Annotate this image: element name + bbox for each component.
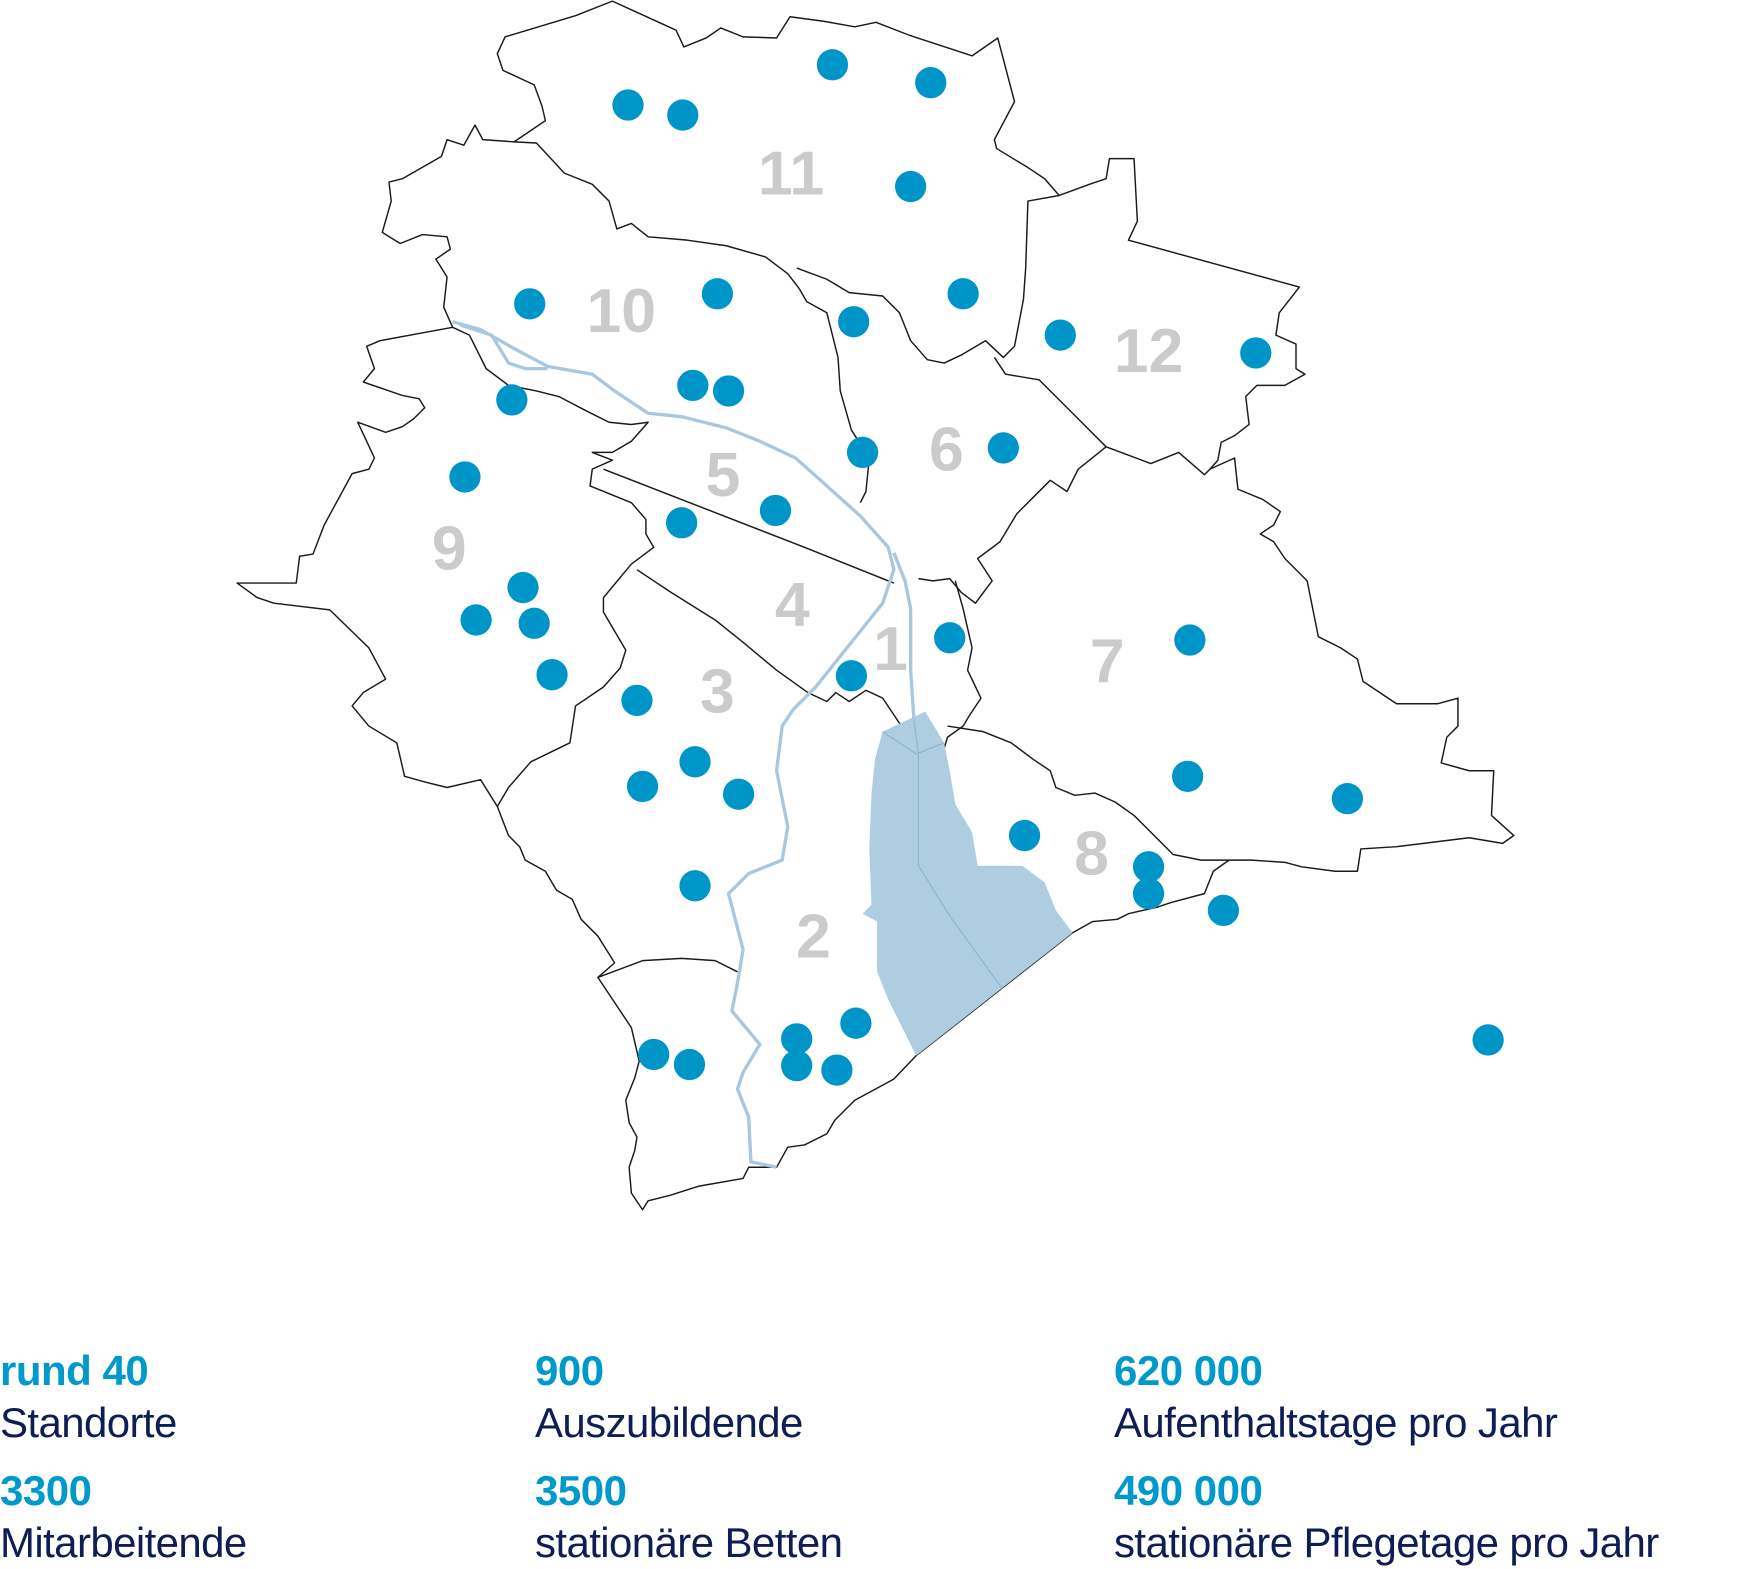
location-dot-icon (1132, 851, 1165, 883)
location-dot-icon (835, 660, 868, 692)
district-boundary (603, 468, 895, 584)
location-dot-icon (1240, 337, 1272, 369)
district-label-1: 1 (873, 614, 908, 684)
location-dot-icon (781, 1023, 813, 1055)
location-dot-icon (1174, 624, 1206, 656)
district-label-6: 6 (929, 414, 964, 484)
district-label-7: 7 (1090, 626, 1125, 696)
stat-value: 620 000 (1114, 1347, 1263, 1394)
location-dot-icon (679, 870, 711, 902)
stat-locations: rund 40 Standorte (0, 1350, 177, 1444)
stat-label: Mitarbeitende (0, 1519, 247, 1566)
stat-trainees: 900 Auszubildende (535, 1350, 803, 1444)
location-dot-icon (987, 432, 1019, 464)
district-label-2: 2 (796, 901, 831, 971)
location-dot-icon (781, 1050, 813, 1082)
stat-label: stationäre Pflegetage pro Jahr (1114, 1519, 1659, 1566)
location-dot-icon (638, 1038, 670, 1071)
stat-employees: 3300 Mitarbeitende (0, 1470, 247, 1564)
district-boundary (597, 957, 738, 979)
location-dot-icon (677, 369, 709, 402)
stat-label: Auszubildende (535, 1399, 803, 1446)
location-dot-icon (840, 1007, 872, 1039)
location-dot-icon (1172, 760, 1204, 792)
location-dot-icon (679, 746, 711, 778)
location-dot-icon (838, 306, 870, 338)
lake-district-boundary (913, 720, 1003, 989)
location-dot-icon (846, 436, 879, 469)
location-dot-icon (536, 659, 568, 691)
lake-shore-line (882, 731, 945, 755)
location-dot-icon (821, 1054, 853, 1086)
stat-label: stationäre Betten (535, 1519, 843, 1566)
location-dot-icon (496, 384, 528, 416)
location-dot-icon (460, 604, 492, 636)
district-boundary (798, 287, 871, 503)
location-dot-icon (449, 461, 481, 493)
location-dot-icon (915, 67, 947, 99)
location-dot-icon (947, 278, 979, 310)
location-dot-icon (666, 507, 698, 539)
district-label-4: 4 (775, 570, 810, 640)
river (459, 323, 548, 371)
location-dot-icon (667, 99, 699, 131)
district-label-10: 10 (587, 276, 657, 346)
district-boundary (918, 446, 1107, 604)
district-boundary (807, 689, 906, 733)
district-label-3: 3 (700, 657, 735, 727)
location-dot-icon (673, 1048, 706, 1081)
location-dot-icon (514, 288, 546, 320)
stat-care-days: 490 000 stationäre Pflegetage pro Jahr (1114, 1470, 1659, 1564)
location-dot-icon (1044, 319, 1076, 351)
stat-stay-days: 620 000 Aufenthaltstage pro Jahr (1114, 1347, 1558, 1446)
stat-value: rund 40 (0, 1347, 149, 1394)
location-dot-icon (894, 170, 927, 203)
location-dot-icon (1207, 894, 1240, 927)
stat-label: Standorte (0, 1399, 177, 1446)
location-dot-icon (759, 494, 792, 527)
stat-value: 490 000 (1114, 1467, 1263, 1514)
district-boundary (514, 141, 800, 289)
stat-label: Aufenthaltstage pro Jahr (1114, 1399, 1558, 1446)
city-boundary (236, 0, 1515, 1211)
location-dot-icon (518, 607, 550, 639)
district-label-12: 12 (1114, 316, 1184, 386)
stat-value: 3300 (0, 1467, 92, 1514)
river (452, 320, 896, 1169)
location-dot-icon (612, 89, 644, 121)
location-dot-icon (1008, 819, 1041, 852)
district-boundary (947, 725, 1229, 861)
location-dot-icon (507, 571, 539, 604)
district-boundary (796, 194, 1060, 364)
location-dot-icon (1331, 783, 1364, 815)
location-dot-icon (816, 49, 849, 81)
district-label-9: 9 (432, 514, 467, 584)
location-dot-icon (621, 684, 653, 717)
location-dot-icon (701, 278, 734, 310)
stat-beds: 3500 stationäre Betten (535, 1467, 843, 1566)
location-dot-icon (712, 375, 745, 407)
district-boundary (452, 326, 655, 807)
lake-zurich (862, 711, 1073, 1056)
district-boundary (943, 580, 982, 749)
location-dot-icon (626, 770, 659, 803)
district-label-5: 5 (706, 440, 741, 510)
district-label-11: 11 (758, 138, 824, 208)
stat-value: 3500 (535, 1467, 627, 1514)
river (892, 552, 916, 721)
district-label-8: 8 (1074, 819, 1109, 889)
location-dot-icon (934, 622, 966, 654)
stat-value: 900 (535, 1347, 604, 1394)
district-boundary (636, 569, 809, 694)
location-dot-icon (1472, 1024, 1504, 1056)
location-dot-icon (722, 778, 755, 810)
location-dot-icon (1132, 877, 1165, 910)
